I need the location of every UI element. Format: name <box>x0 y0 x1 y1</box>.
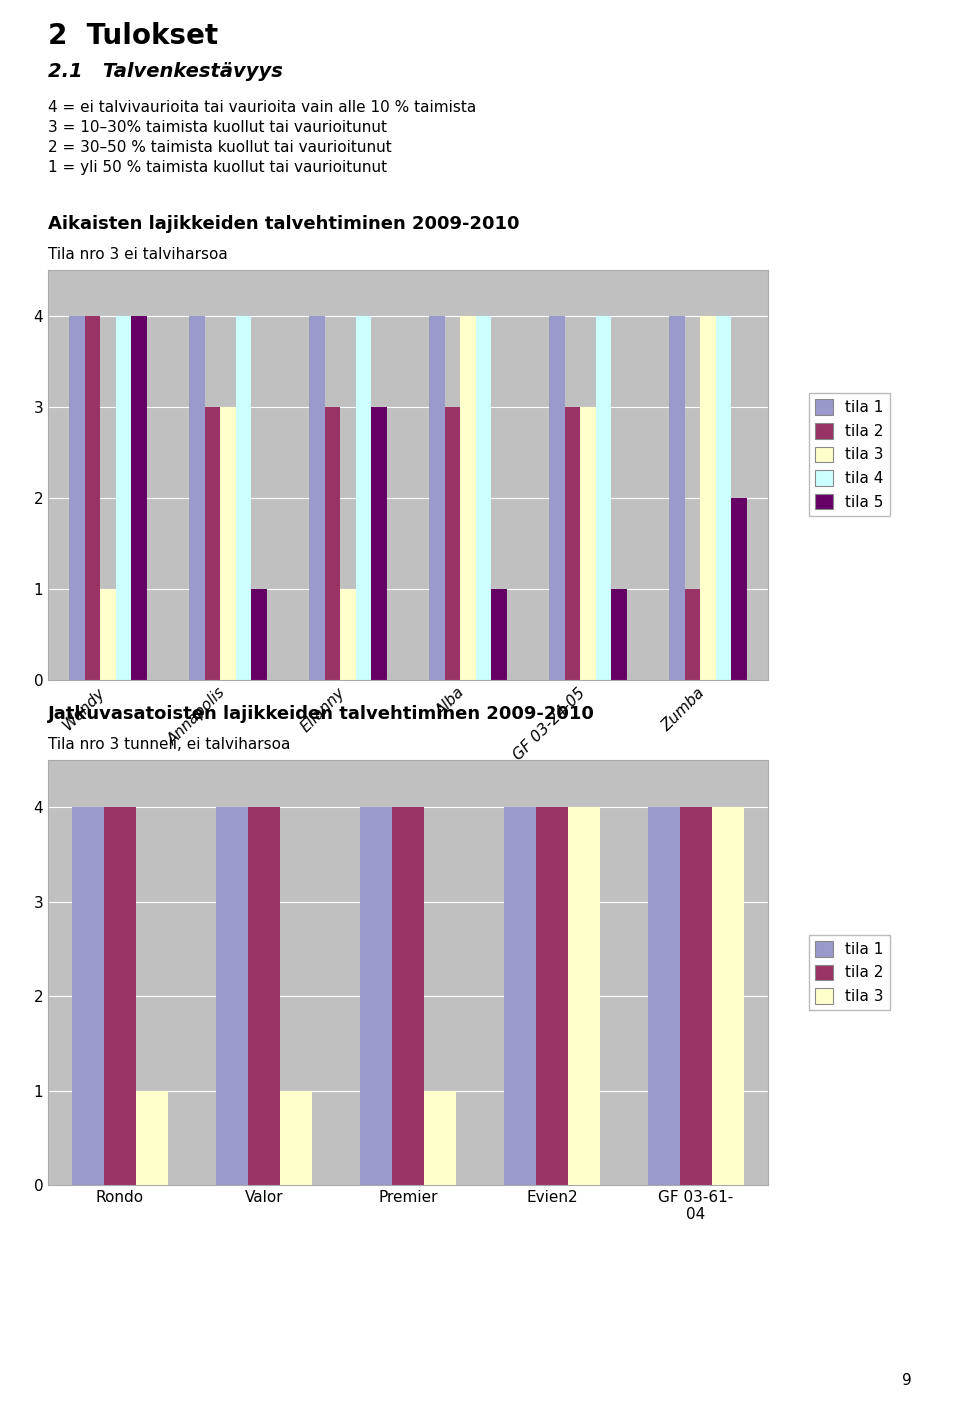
Bar <box>424 1091 456 1185</box>
Legend: tila 1, tila 2, tila 3: tila 1, tila 2, tila 3 <box>808 935 890 1011</box>
Bar <box>356 315 372 680</box>
Bar <box>568 808 599 1185</box>
Text: 2 = 30–50 % taimista kuollut tai vaurioitunut: 2 = 30–50 % taimista kuollut tai vaurioi… <box>48 140 392 156</box>
Bar <box>612 589 627 680</box>
Bar <box>220 407 236 680</box>
Bar <box>444 407 460 680</box>
Bar <box>248 808 280 1185</box>
Bar <box>429 315 444 680</box>
Bar <box>309 315 324 680</box>
Bar <box>669 315 684 680</box>
Text: 3 = 10–30% taimista kuollut tai vaurioitunut: 3 = 10–30% taimista kuollut tai vaurioit… <box>48 121 387 135</box>
Text: Jatkuvasatoisten lajikkeiden talvehtiminen 2009-2010: Jatkuvasatoisten lajikkeiden talvehtimin… <box>48 705 595 723</box>
Bar <box>716 315 732 680</box>
Bar <box>505 808 537 1185</box>
Bar <box>700 315 716 680</box>
Bar <box>72 808 104 1185</box>
Bar <box>69 315 84 680</box>
Text: Tila nro 3 ei talviharsoa: Tila nro 3 ei talviharsoa <box>48 247 228 262</box>
Text: Tila nro 3 tunneli, ei talviharsoa: Tila nro 3 tunneli, ei talviharsoa <box>48 737 290 751</box>
Bar <box>136 1091 168 1185</box>
Bar <box>649 808 681 1185</box>
Text: 2.1   Talvenkestävyys: 2.1 Talvenkestävyys <box>48 62 283 81</box>
Bar <box>680 808 712 1185</box>
Bar <box>100 589 116 680</box>
Bar <box>132 315 147 680</box>
Bar <box>324 407 340 680</box>
Bar <box>392 808 423 1185</box>
Text: 9: 9 <box>902 1373 912 1388</box>
Text: Aikaisten lajikkeiden talvehtiminen 2009-2010: Aikaisten lajikkeiden talvehtiminen 2009… <box>48 215 519 233</box>
Bar <box>361 808 393 1185</box>
Bar <box>549 315 564 680</box>
Bar <box>596 315 612 680</box>
Bar <box>476 315 492 680</box>
Bar <box>217 808 248 1185</box>
Bar <box>104 808 136 1185</box>
Bar <box>252 589 267 680</box>
Text: 4 = ei talvivaurioita tai vaurioita vain alle 10 % taimista: 4 = ei talvivaurioita tai vaurioita vain… <box>48 100 476 115</box>
Bar <box>236 315 252 680</box>
Bar <box>537 808 568 1185</box>
Bar <box>492 589 507 680</box>
Bar <box>564 407 580 680</box>
Bar <box>204 407 220 680</box>
Bar <box>460 315 476 680</box>
Bar <box>116 315 132 680</box>
Bar <box>340 589 356 680</box>
Bar <box>711 808 743 1185</box>
Bar <box>580 407 596 680</box>
Bar <box>189 315 204 680</box>
Bar <box>280 1091 311 1185</box>
Text: 1 = yli 50 % taimista kuollut tai vaurioitunut: 1 = yli 50 % taimista kuollut tai vaurio… <box>48 160 387 175</box>
Bar <box>684 589 700 680</box>
Bar <box>84 315 100 680</box>
Text: 2  Tulokset: 2 Tulokset <box>48 22 218 50</box>
Legend: tila 1, tila 2, tila 3, tila 4, tila 5: tila 1, tila 2, tila 3, tila 4, tila 5 <box>808 393 890 516</box>
Bar <box>372 407 387 680</box>
Bar <box>732 498 747 680</box>
